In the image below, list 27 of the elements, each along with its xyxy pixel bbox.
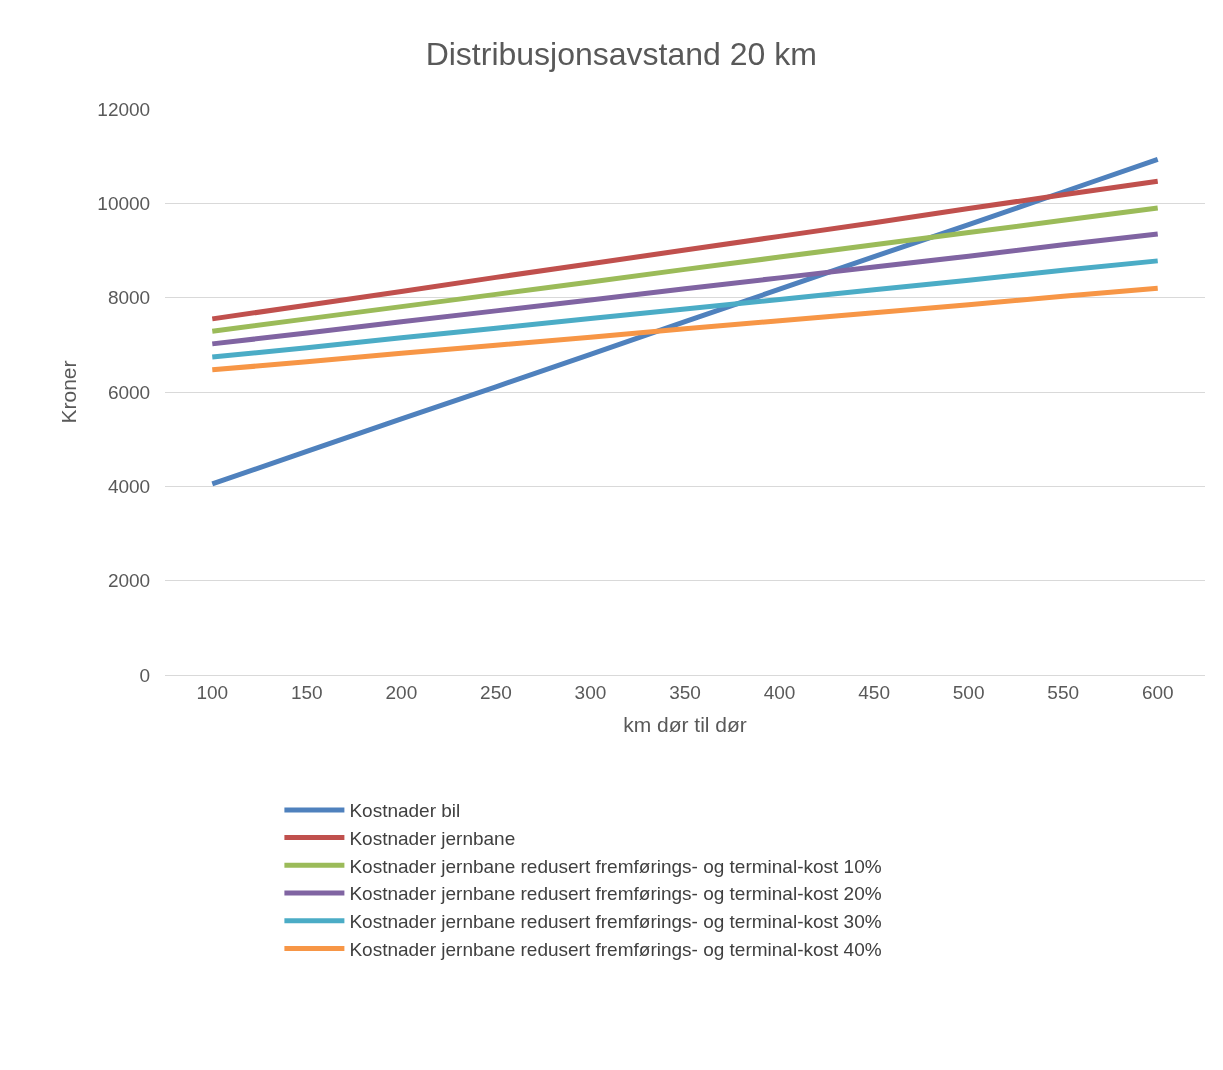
y-tick-label: 8000 <box>107 287 151 309</box>
legend-label: Kostnader bil <box>349 800 461 822</box>
x-tick-label: 500 <box>952 681 985 703</box>
chart-title: Distribusjonsavstand 20 km <box>425 35 817 72</box>
y-tick-label: 4000 <box>107 475 151 497</box>
legend-label: Kostnader jernbane <box>349 827 516 849</box>
x-axis-title: km dør til dør <box>623 713 747 736</box>
y-tick-label: 2000 <box>107 570 151 592</box>
x-tick-label: 150 <box>290 681 323 703</box>
legend-label: Kostnader jernbane redusert fremførings- og terminal-kost 40% <box>349 938 882 960</box>
x-tick-label: 600 <box>1141 681 1174 703</box>
y-tick-label: 6000 <box>107 381 151 403</box>
x-tick-label: 250 <box>480 681 512 703</box>
y-tick-label: 10000 <box>97 192 151 214</box>
x-tick-label: 450 <box>858 681 890 703</box>
x-tick-label: 300 <box>574 681 607 703</box>
y-tick-label: 0 <box>139 664 151 686</box>
legend-label: Kostnader jernbane redusert fremførings- og terminal-kost 10% <box>349 855 882 877</box>
x-tick-label: 100 <box>196 681 229 703</box>
y-axis-title: Kroner <box>56 360 80 424</box>
legend-label: Kostnader jernbane redusert fremførings- og terminal-kost 20% <box>349 883 882 905</box>
x-tick-label: 200 <box>385 681 418 703</box>
legend-label: Kostnader jernbane redusert fremførings- og terminal-kost 30% <box>349 911 882 933</box>
y-tick-label: 12000 <box>97 98 151 120</box>
x-tick-label: 550 <box>1047 681 1080 703</box>
x-tick-label: 400 <box>763 681 796 703</box>
x-tick-label: 350 <box>669 681 701 703</box>
